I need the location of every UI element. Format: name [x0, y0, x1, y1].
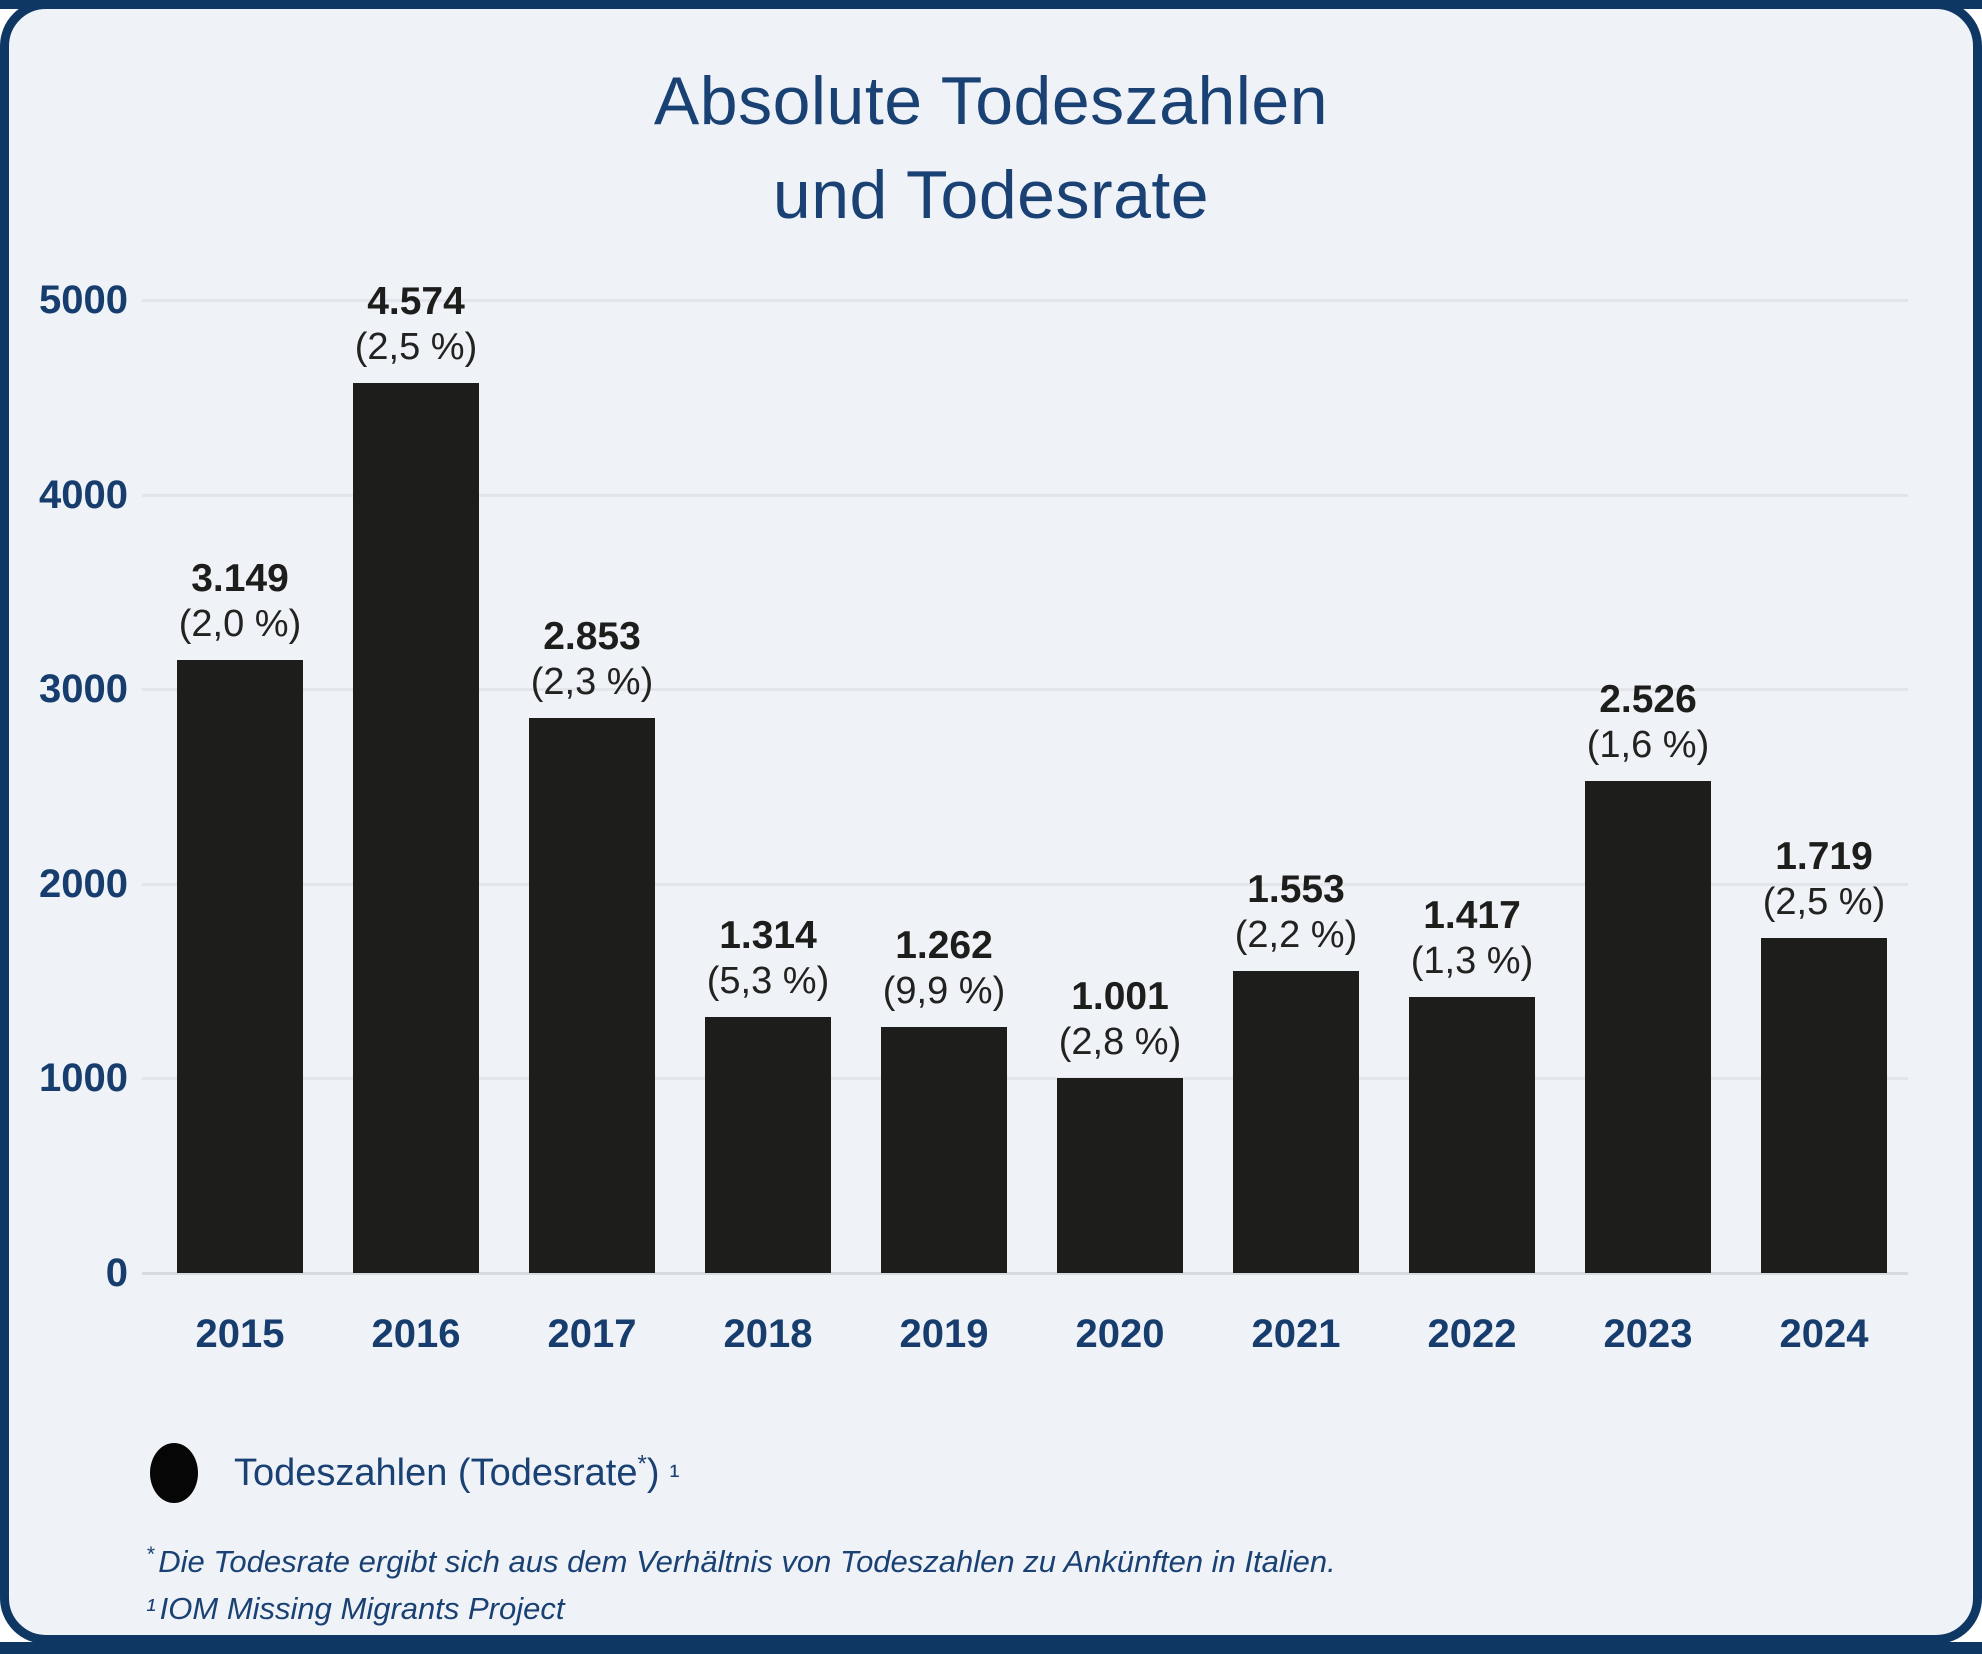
bar-value-label-2020: 1.001 (2,8 %): [950, 974, 1290, 1064]
bar-rate-2022: (1,3 %): [1410, 940, 1534, 983]
bar-rate-2023: (1,6 %): [1586, 724, 1710, 767]
legend-footnote-ref: ¹: [669, 1458, 680, 1492]
chart-title: Absolute Todeszahlen und Todesrate: [0, 54, 1982, 242]
bar-value-label-2019: 1.262 (9,9 %): [774, 923, 1114, 1013]
y-axis-tick-3000: 3000: [39, 667, 128, 712]
footnote-source-text: IOM Missing Migrants Project: [159, 1591, 565, 1626]
gridline-3000: [142, 688, 1908, 692]
bar-value-2024: 1.719: [1775, 835, 1873, 879]
gridline-2000: [142, 882, 1908, 886]
y-axis-tick-5000: 5000: [39, 278, 128, 322]
bar-2024: [1761, 938, 1887, 1273]
bar-value-2022: 1.417: [1423, 894, 1521, 938]
bar-2017: [529, 717, 655, 1273]
footnote-source: ¹ IOM Missing Migrants Project: [146, 1585, 1336, 1632]
gridline-1000: [142, 1077, 1908, 1081]
legend-label-close: ): [646, 1451, 660, 1494]
bar-rate-2015: (2,0 %): [178, 603, 302, 646]
bar-2016: [353, 382, 479, 1273]
bar-2018: [705, 1017, 831, 1273]
bar-2015: [177, 660, 303, 1273]
x-axis-label-2020: 2020: [1075, 1312, 1165, 1356]
bar-rate-2016: (2,5 %): [354, 325, 478, 368]
bar-2020: [1057, 1078, 1183, 1273]
x-axis-label-2022: 2022: [1427, 1312, 1517, 1356]
x-axis-label-2015: 2015: [195, 1312, 285, 1356]
y-axis-tick-0: 0: [105, 1251, 128, 1295]
bar-value-2020: 1.001: [1071, 975, 1169, 1019]
bar-rate-2018: (5,3 %): [706, 960, 830, 1003]
bar-value-label-2024: 1.719 (2,5 %): [1654, 834, 1982, 924]
bar-rate-2024: (2,5 %): [1762, 881, 1886, 924]
footnote-one-marker: ¹: [146, 1594, 156, 1626]
bar-value-label-2022: 1.417 (1,3 %): [1302, 893, 1642, 983]
bar-value-label-2018: 1.314 (5,3 %): [598, 913, 938, 1003]
bar-value-2023: 2.526: [1599, 678, 1697, 722]
bar-value-label-2016: 4.574 (2,5 %): [246, 279, 586, 369]
x-axis-label-2016: 2016: [371, 1312, 461, 1356]
bar-value-2021: 1.553: [1247, 867, 1345, 911]
footnote-todesrate-text: Die Todesrate ergibt sich aus dem Verhäl…: [158, 1544, 1336, 1579]
y-axis-tick-2000: 2000: [39, 861, 128, 906]
top-frame-strip: [0, 0, 1982, 9]
footnote-todesrate: * Die Todesrate ergibt sich aus dem Verhä…: [146, 1538, 1336, 1585]
gridline-4000: [142, 493, 1908, 497]
bar-rate-2019: (9,9 %): [882, 970, 1006, 1013]
gridline-0: [142, 1272, 1908, 1275]
bar-rate-2021: (2,2 %): [1234, 913, 1358, 956]
x-axis-label-2021: 2021: [1251, 1312, 1341, 1356]
bar-value-2015: 3.149: [191, 557, 289, 601]
legend-asterisk: *: [637, 1449, 647, 1477]
x-axis-label-2023: 2023: [1603, 1312, 1693, 1356]
bar-value-label-2023: 2.526 (1,6 %): [1478, 677, 1818, 767]
bar-value-label-2021: 1.553 (2,2 %): [1126, 867, 1466, 957]
bar-value-label-2017: 2.853 (2,3 %): [422, 614, 762, 704]
y-axis-tick-1000: 1000: [39, 1056, 128, 1101]
bar-2022: [1409, 997, 1535, 1273]
bar-rate-2020: (2,8 %): [1058, 1021, 1182, 1064]
legend-label: Todeszahlen (Todesrate*) ¹: [234, 1449, 680, 1495]
x-axis-label-2019: 2019: [899, 1312, 989, 1356]
bar-value-2018: 1.314: [719, 914, 817, 958]
footnote-asterisk-marker: *: [146, 1542, 155, 1566]
legend-label-text: Todeszahlen (Todesrate: [234, 1451, 638, 1494]
footnotes: * Die Todesrate ergibt sich aus dem Verhä…: [146, 1538, 1336, 1632]
x-axis-label-2017: 2017: [547, 1312, 637, 1356]
bar-value-2019: 1.262: [895, 924, 993, 968]
x-axis-label-2018: 2018: [723, 1312, 813, 1356]
x-axis-label-2024: 2024: [1779, 1312, 1869, 1356]
legend-dot-icon: [150, 1443, 198, 1503]
bar-rate-2017: (2,3 %): [530, 660, 654, 703]
bar-value-label-2015: 3.149 (2,0 %): [70, 556, 410, 646]
chart-title-line-2: und Todesrate: [772, 157, 1210, 233]
gridline-5000: [142, 299, 1908, 302]
bar-value-2016: 4.574: [367, 279, 465, 323]
bottom-frame-strip: [0, 1642, 1982, 1654]
bar-2021: [1233, 970, 1359, 1273]
bar-value-2017: 2.853: [543, 614, 641, 658]
bar-2019: [881, 1027, 1007, 1273]
y-axis-tick-4000: 4000: [39, 472, 128, 517]
legend: Todeszahlen (Todesrate*) ¹: [150, 1443, 679, 1503]
chart-title-line-1: Absolute Todeszahlen: [653, 63, 1329, 139]
bar-2023: [1585, 781, 1711, 1273]
